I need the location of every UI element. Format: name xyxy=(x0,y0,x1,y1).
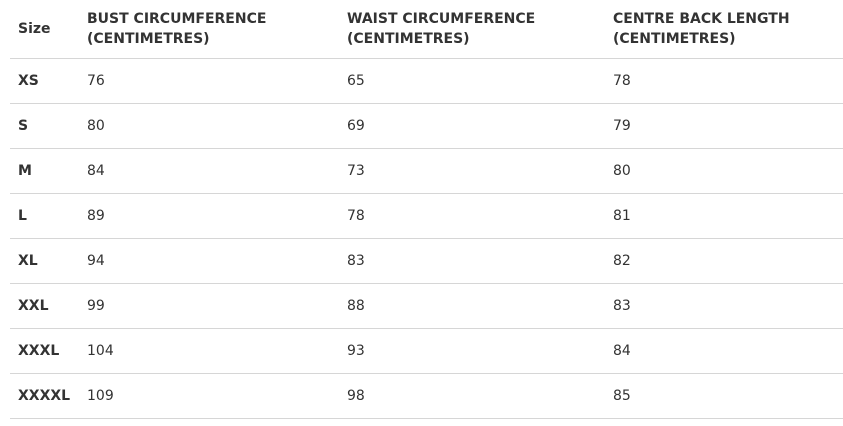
header-text: BUST CIRCUMFERENCE (CENTIMETRES) xyxy=(87,11,267,47)
value-cell: 83 xyxy=(347,238,613,284)
size-cell: XXXXL xyxy=(10,373,87,419)
value-cell: 94 xyxy=(87,238,347,284)
table-row: S 80 69 79 xyxy=(10,103,843,149)
value-cell: 82 xyxy=(613,238,843,284)
table-row: XL 94 83 82 xyxy=(10,238,843,284)
size-cell: M xyxy=(10,148,87,194)
value-cell: 89 xyxy=(87,193,347,239)
size-cell: L xyxy=(10,193,87,239)
value-cell: 83 xyxy=(613,283,843,329)
value-cell: 84 xyxy=(87,148,347,194)
value-cell: 65 xyxy=(347,58,613,104)
value-cell: 78 xyxy=(613,58,843,104)
size-cell: XXL xyxy=(10,283,87,329)
header-text: WAIST CIRCUMFERENCE (CENTIMETRES) xyxy=(347,11,536,47)
header-text: Size xyxy=(18,21,51,37)
size-cell: XS xyxy=(10,58,87,104)
size-cell: XL xyxy=(10,238,87,284)
value-cell: 80 xyxy=(87,103,347,149)
table-row: XXXXL 109 98 85 xyxy=(10,373,843,419)
table-row: XXXL 104 93 84 xyxy=(10,328,843,374)
value-cell: 88 xyxy=(347,283,613,329)
header-cell: WAIST CIRCUMFERENCE (CENTIMETRES) xyxy=(347,0,613,59)
table-row: XS 76 65 78 xyxy=(10,58,843,104)
header-cell: BUST CIRCUMFERENCE (CENTIMETRES) xyxy=(87,0,347,59)
value-cell: 73 xyxy=(347,148,613,194)
value-cell: 78 xyxy=(347,193,613,239)
value-cell: 109 xyxy=(87,373,347,419)
value-cell: 80 xyxy=(613,148,843,194)
table-row: L 89 78 81 xyxy=(10,193,843,239)
size-cell: S xyxy=(10,103,87,149)
size-cell: XXXL xyxy=(10,328,87,374)
value-cell: 69 xyxy=(347,103,613,149)
value-cell: 93 xyxy=(347,328,613,374)
header-cell: CENTRE BACK LENGTH (CENTIMETRES) xyxy=(613,0,843,59)
value-cell: 84 xyxy=(613,328,843,374)
header-text: CENTRE BACK LENGTH (CENTIMETRES) xyxy=(613,11,790,47)
header-cell: Size xyxy=(10,0,87,59)
value-cell: 81 xyxy=(613,193,843,239)
table-body: XS 76 65 78 S 80 69 79 M 84 73 80 L 89 78 81 XL 94 83 82 XXL… xyxy=(10,58,843,419)
value-cell: 98 xyxy=(347,373,613,419)
size-table: Size BUST CIRCUMFERENCE (CENTIMETRES) WAIS… xyxy=(10,0,843,419)
value-cell: 99 xyxy=(87,283,347,329)
value-cell: 104 xyxy=(87,328,347,374)
value-cell: 79 xyxy=(613,103,843,149)
header-row: Size BUST CIRCUMFERENCE (CENTIMETRES) WAIS… xyxy=(10,0,843,59)
value-cell: 85 xyxy=(613,373,843,419)
table-row: M 84 73 80 xyxy=(10,148,843,194)
table-row: XXL 99 88 83 xyxy=(10,283,843,329)
value-cell: 76 xyxy=(87,58,347,104)
